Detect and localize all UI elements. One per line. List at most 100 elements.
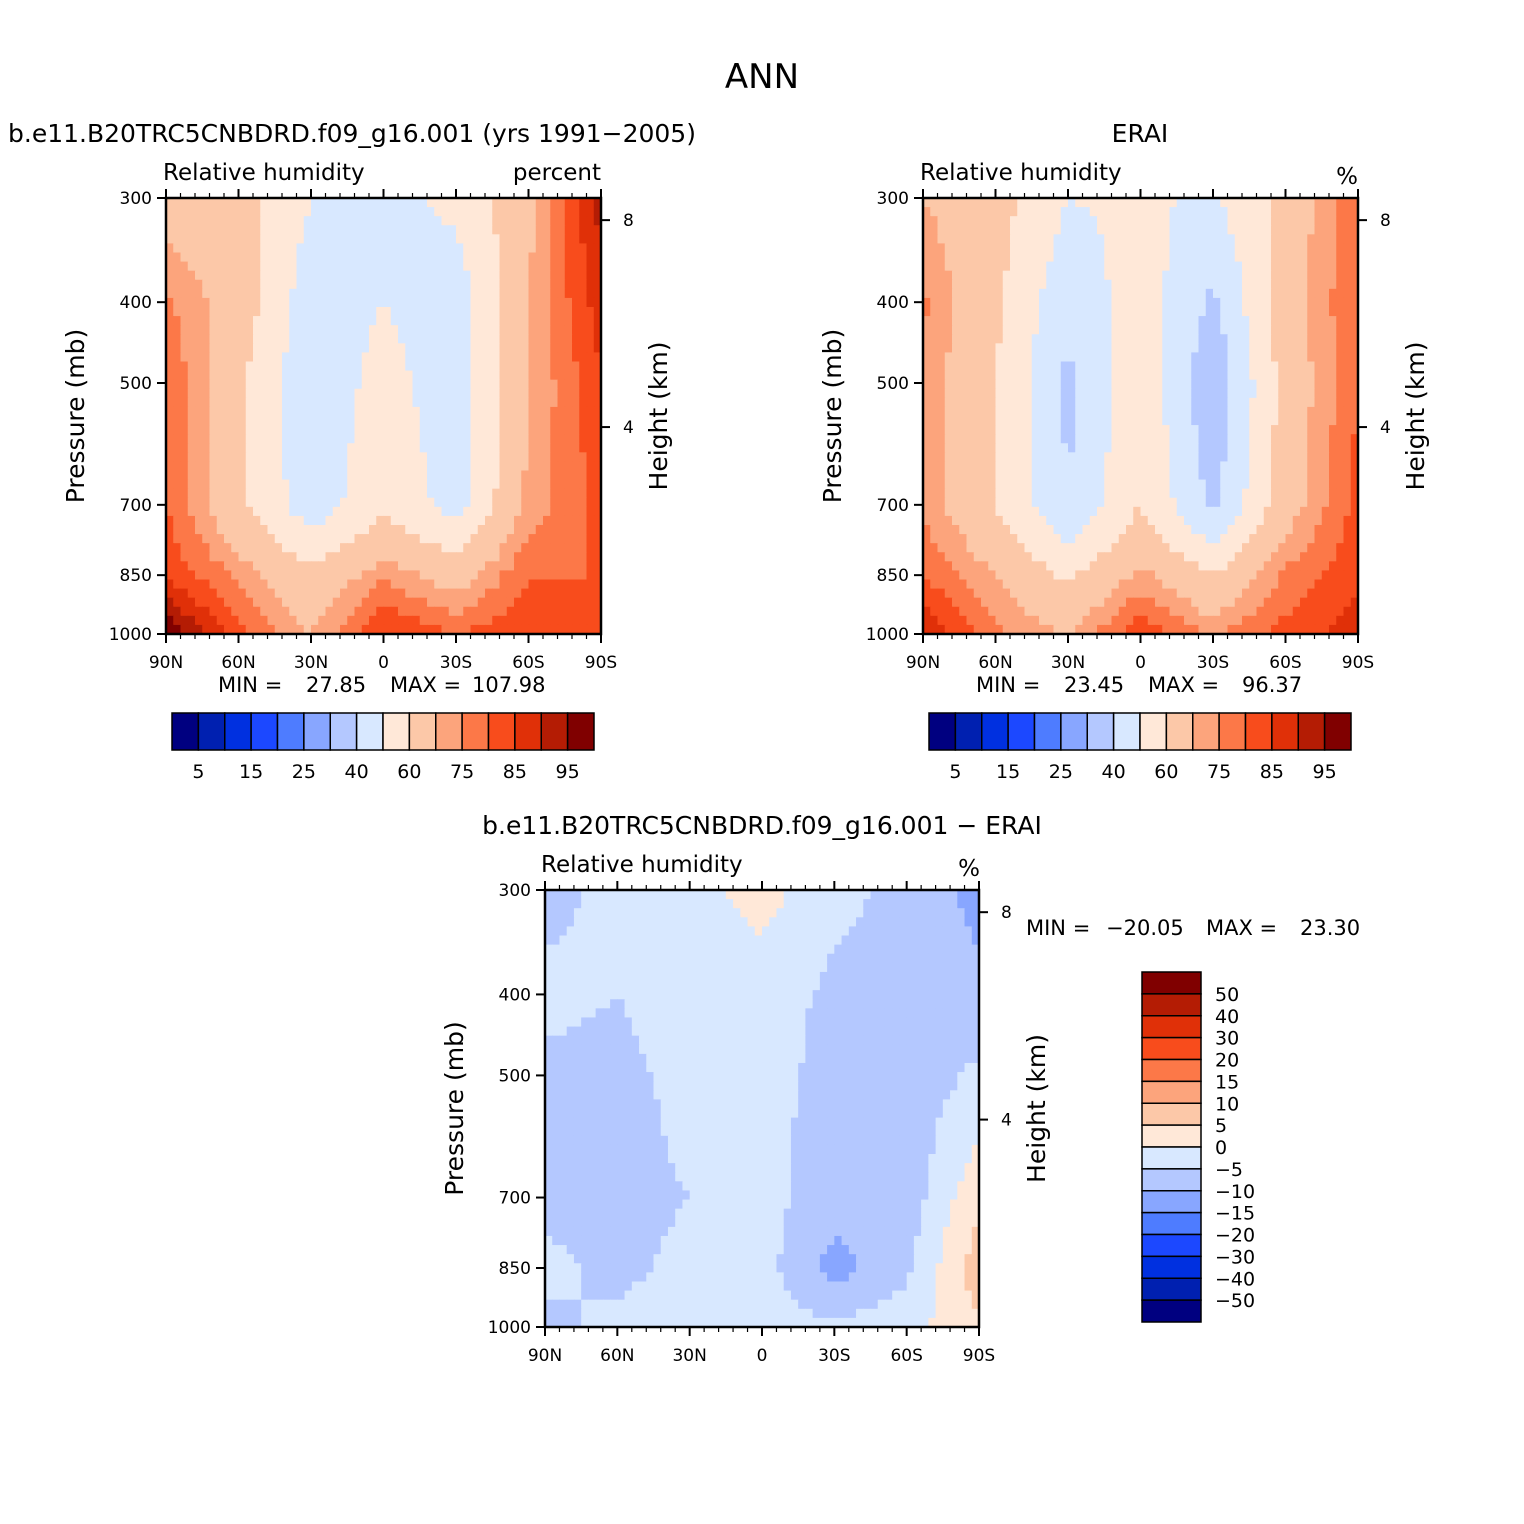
field-cell: [952, 234, 960, 245]
field-cell: [514, 479, 522, 490]
field-cell: [376, 261, 385, 272]
field-cell: [1176, 270, 1185, 281]
field-cell: [1234, 270, 1243, 281]
field-cell: [1104, 252, 1113, 263]
field-cell: [441, 207, 450, 217]
field-cell: [1024, 452, 1033, 463]
field-cell: [499, 370, 508, 381]
field-cell: [543, 425, 551, 435]
field-cell: [1234, 198, 1243, 208]
field-cell: [187, 434, 196, 444]
colorbar-model-swatch: [276, 712, 305, 751]
field-cell: [1198, 270, 1207, 281]
field-cell: [1213, 379, 1221, 390]
field-cell: [1118, 397, 1127, 408]
field-cell: [448, 352, 457, 363]
field-cell: [260, 216, 269, 226]
field-cell: [354, 325, 363, 335]
field-cell: [332, 525, 341, 535]
field-cell: [952, 198, 960, 208]
field-cell: [923, 425, 931, 435]
field-cell: [180, 479, 189, 490]
field-cell: [1060, 361, 1069, 372]
field-cell: [253, 579, 261, 590]
x-tick-label: 60N: [221, 653, 255, 673]
field-cell: [1263, 225, 1272, 235]
field-cell: [930, 279, 939, 290]
field-cell: [180, 361, 189, 372]
field-cell: [1292, 361, 1301, 372]
field-cell: [1053, 370, 1062, 381]
field-cell: [586, 461, 595, 472]
field-cell: [209, 216, 218, 226]
field-cell: [311, 624, 319, 635]
field-cell: [434, 579, 443, 590]
field-cell: [1046, 207, 1055, 217]
field-cell: [463, 488, 472, 499]
field-cell: [369, 406, 377, 417]
field-cell: [412, 361, 421, 372]
field-cell: [1285, 270, 1294, 281]
field-cell: [593, 388, 602, 399]
field-cell: [274, 479, 283, 490]
field-cell: [521, 388, 530, 399]
field-cell: [448, 225, 457, 235]
field-cell: [1024, 406, 1033, 417]
field-cell: [441, 406, 450, 417]
field-cell: [274, 261, 283, 272]
field-cell: [1271, 470, 1279, 481]
field-cell: [995, 216, 1004, 226]
field-cell: [216, 297, 225, 308]
field-cell: [260, 470, 269, 481]
field-cell: [216, 615, 225, 626]
field-cell: [959, 243, 968, 254]
field-cell: [340, 279, 348, 290]
field-cell: [187, 416, 196, 426]
field-cell: [923, 243, 931, 254]
field-cell: [383, 288, 392, 299]
field-cell: [1336, 361, 1345, 372]
field-cell: [347, 561, 356, 572]
field-cell: [1292, 397, 1301, 408]
field-cell: [528, 225, 537, 235]
field-cell: [1234, 443, 1243, 453]
field-cell: [973, 279, 982, 290]
field-cell: [282, 425, 290, 435]
field-cell: [564, 379, 573, 390]
field-cell: [463, 388, 472, 399]
field-cell: [463, 534, 472, 544]
field-cell: [1126, 479, 1134, 490]
field-cell: [937, 243, 946, 254]
field-cell: [245, 252, 254, 263]
field-cell: [1263, 216, 1272, 226]
field-cell: [1329, 425, 1337, 435]
field-cell: [1191, 416, 1200, 426]
field-cell: [477, 443, 486, 453]
field-cell: [361, 352, 370, 363]
field-cell: [369, 488, 377, 499]
field-cell: [470, 334, 479, 344]
field-cell: [1220, 207, 1229, 217]
field-cell: [1010, 452, 1018, 463]
field-cell: [405, 606, 414, 617]
field-cell: [1147, 225, 1156, 235]
field-cell: [572, 225, 580, 235]
field-cell: [1307, 207, 1316, 217]
field-cell: [383, 615, 392, 626]
field-cell: [434, 452, 443, 463]
field-cell: [347, 624, 356, 635]
field-cell: [1234, 243, 1243, 254]
field-cell: [1010, 416, 1018, 426]
field-cell: [499, 416, 508, 426]
field-cell: [253, 216, 261, 226]
field-cell: [434, 624, 443, 635]
field-cell: [1292, 288, 1301, 299]
field-cell: [1213, 243, 1221, 254]
field-cell: [1213, 425, 1221, 435]
field-cell: [593, 307, 602, 317]
field-cell: [586, 225, 595, 235]
field-cell: [514, 307, 522, 317]
field-cell: [923, 198, 931, 208]
field-cell: [405, 397, 414, 408]
field-cell: [463, 624, 472, 635]
